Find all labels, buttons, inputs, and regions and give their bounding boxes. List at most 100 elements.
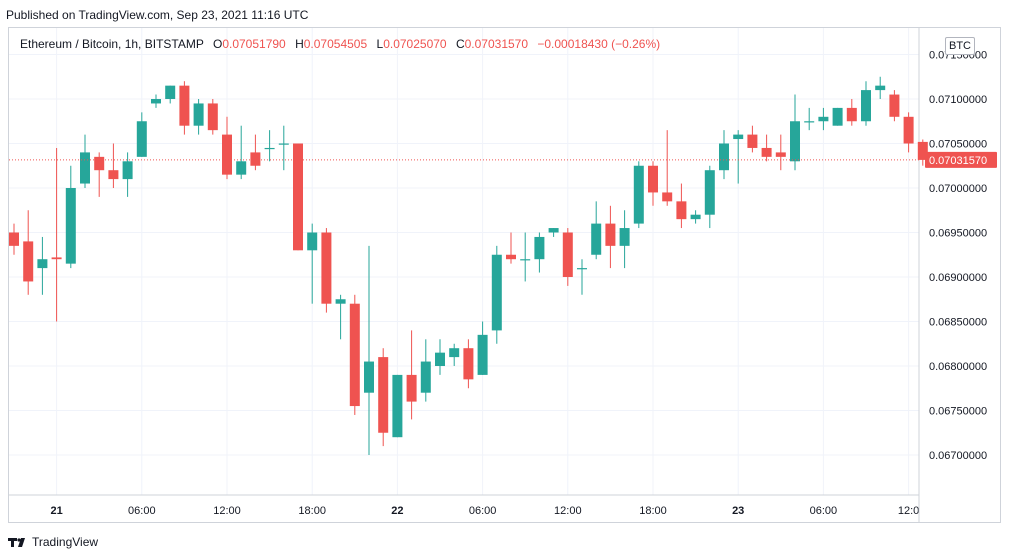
- candle-body: [804, 121, 815, 123]
- candle-body: [335, 299, 346, 304]
- x-tick-label: 06:00: [128, 505, 156, 517]
- y-tick-label: 0.07000000: [929, 183, 987, 195]
- low-key: L: [376, 37, 384, 51]
- candle-body: [619, 228, 630, 246]
- candle-body: [349, 303, 360, 407]
- candle-body: [761, 147, 772, 157]
- x-tick-label: 18:00: [639, 505, 667, 517]
- candle-body: [875, 85, 886, 91]
- open-key: O: [212, 37, 223, 51]
- candle-body: [562, 232, 573, 277]
- candle-body: [491, 254, 502, 331]
- x-tick-label: 06:00: [810, 505, 838, 517]
- candle-body: [917, 141, 928, 160]
- candle-body: [477, 334, 488, 375]
- candle-body: [861, 90, 871, 122]
- candle-body: [136, 121, 147, 157]
- candle-body: [832, 107, 843, 126]
- candle-body: [94, 156, 105, 171]
- candle-body: [463, 348, 474, 380]
- candle-body: [662, 192, 673, 202]
- candle-body: [264, 147, 275, 150]
- x-tick-label: 12:0: [898, 505, 919, 517]
- tradingview-logo-icon: [8, 538, 25, 547]
- x-tick-label: 06:00: [469, 505, 497, 517]
- candle-body: [278, 143, 289, 145]
- candle-body: [222, 134, 232, 175]
- candle-body: [506, 254, 516, 260]
- candle-body: [591, 223, 602, 255]
- candle-body: [648, 165, 658, 193]
- x-tick-label: 22: [391, 505, 403, 517]
- candle-body: [165, 85, 176, 99]
- high-value: 0.07054505: [303, 37, 368, 51]
- candle-body: [520, 259, 531, 261]
- candle-body: [420, 361, 431, 393]
- candle-body: [293, 143, 303, 251]
- candle-body: [392, 374, 403, 438]
- candle-body: [364, 361, 374, 393]
- candle-body: [818, 116, 829, 122]
- candle-body: [406, 374, 417, 402]
- low-value: 0.07025070: [383, 37, 447, 51]
- change-value: −0.00018430 (−0.26%): [537, 37, 661, 51]
- candle-body: [65, 188, 76, 264]
- candle-body: [790, 121, 800, 162]
- candle-body: [747, 134, 758, 148]
- candle-body: [207, 103, 218, 131]
- candle-body: [378, 357, 389, 433]
- candle-body: [321, 232, 332, 304]
- symbol-label: Ethereum / Bitcoin, 1h, BITSTAMP: [20, 37, 204, 51]
- candle-body: [534, 236, 545, 260]
- candle-body: [733, 134, 744, 140]
- candle-body: [775, 152, 786, 157]
- candle-body: [605, 223, 616, 246]
- candle-body: [577, 268, 587, 270]
- candle-body: [193, 103, 204, 126]
- close-key: C: [455, 37, 465, 51]
- candle-body: [449, 348, 460, 358]
- candle-body: [307, 232, 318, 251]
- candle-body: [122, 161, 133, 180]
- y-tick-label: 0.06850000: [929, 317, 987, 329]
- x-tick-label: 18:00: [298, 505, 326, 517]
- x-tick-label: 23: [732, 505, 744, 517]
- candle-body: [548, 228, 559, 233]
- last-price-label-bg: [925, 151, 997, 168]
- candle-body: [51, 257, 62, 260]
- candle-body: [435, 352, 445, 366]
- currency-badge[interactable]: BTC: [945, 37, 975, 55]
- x-tick-label: 12:00: [554, 505, 582, 517]
- candle-body: [179, 85, 190, 126]
- high-key: H: [295, 37, 304, 51]
- candle-body: [633, 165, 644, 224]
- candle-body: [108, 170, 119, 180]
- y-tick-label: 0.06800000: [929, 361, 987, 373]
- chart-legend: Ethereum / Bitcoin, 1h, BITSTAMP O0.0705…: [20, 37, 660, 51]
- candle-body: [690, 214, 701, 220]
- candle-body: [9, 232, 19, 246]
- candle-body: [676, 201, 687, 220]
- y-tick-label: 0.07100000: [929, 94, 987, 106]
- footer-brand[interactable]: TradingView: [8, 535, 98, 549]
- close-value: 0.07031570: [464, 37, 529, 51]
- y-tick-label: 0.07050000: [929, 139, 987, 151]
- candle-body: [846, 107, 857, 122]
- candle-body: [23, 241, 34, 282]
- candle-body: [151, 99, 161, 104]
- y-tick-label: 0.06900000: [929, 272, 987, 284]
- candle-body: [704, 170, 715, 215]
- footer-brand-label: TradingView: [32, 535, 99, 549]
- y-tick-label: 0.06750000: [929, 406, 987, 418]
- candle-body: [250, 152, 261, 166]
- candle-body: [37, 259, 48, 269]
- x-tick-label: 21: [50, 505, 62, 517]
- published-caption: Published on TradingView.com, Sep 23, 20…: [6, 8, 309, 22]
- candle-body: [889, 94, 900, 117]
- last-price-label: 0.07031570: [929, 155, 987, 167]
- candle-body: [903, 116, 914, 144]
- candle-body: [80, 152, 90, 184]
- open-value: 0.07051790: [222, 37, 286, 51]
- candle-body: [719, 143, 729, 171]
